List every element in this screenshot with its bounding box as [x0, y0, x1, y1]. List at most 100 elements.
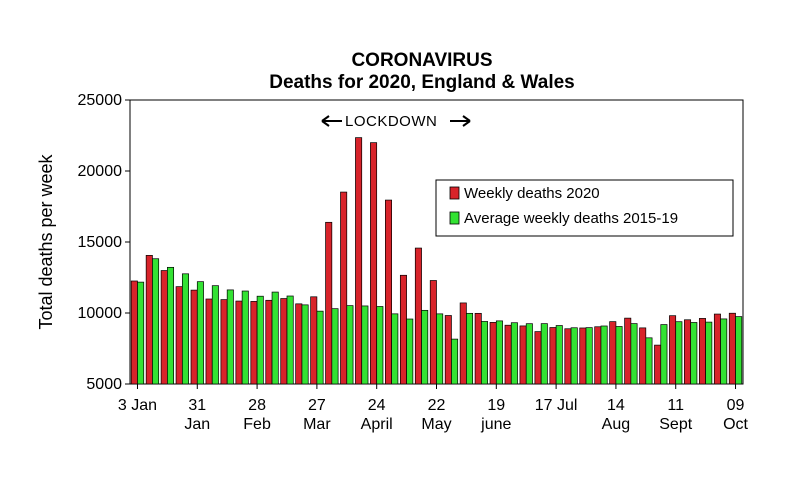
bar-series-0-week-29 [564, 328, 572, 385]
x-tick-day-1: 31 [188, 397, 206, 414]
x-tick-day-10: 09 [727, 397, 745, 414]
bar-series-0-week-21 [444, 315, 452, 385]
bar-series-1-week-26 [525, 323, 533, 385]
y-tick-label-0: 25000 [78, 92, 123, 109]
bar-series-1-week-34 [645, 337, 653, 385]
bar-series-1-week-28 [555, 325, 563, 385]
bar-series-1-week-30 [585, 327, 593, 385]
bar-series-0-week-38 [698, 318, 706, 385]
bar-series-0-week-27 [534, 331, 542, 385]
legend-label-average-2015-19: Average weekly deaths 2015-19 [464, 210, 678, 227]
bar-series-1-week-18 [406, 318, 414, 385]
x-tick-month-8: Aug [602, 416, 630, 433]
x-tick-month-1: Jan [184, 416, 210, 433]
bar-series-0-week-24 [489, 322, 497, 385]
bar-series-0-week-19 [414, 247, 422, 385]
x-tick-month-5: May [421, 416, 451, 433]
chart-title: CORONAVIRUS [351, 50, 492, 71]
bar-series-1-week-38 [705, 321, 713, 385]
bar-series-1-week-4 [196, 281, 204, 385]
bar-series-0-week-25 [504, 324, 512, 385]
bar-series-1-week-10 [286, 295, 294, 385]
bar-series-1-week-9 [271, 291, 279, 385]
x-tick-day-7: 17 Jul [535, 397, 578, 414]
x-tick-day-5: 22 [428, 397, 446, 414]
bar-series-0-week-30 [579, 327, 587, 385]
bar-series-1-week-21 [451, 338, 459, 385]
lockdown-annotation: LOCKDOWN [321, 113, 471, 130]
bar-series-0-week-33 [624, 317, 632, 385]
bar-series-1-week-19 [421, 309, 429, 385]
bar-series-1-week-39 [720, 318, 728, 385]
x-tick-day-3: 27 [308, 397, 326, 414]
bar-series-0-week-9 [265, 299, 273, 385]
bar-series-1-week-7 [241, 290, 249, 385]
legend-swatch-average-2015-19 [449, 211, 460, 225]
x-tick-day-8: 14 [607, 397, 625, 414]
bar-series-0-week-6 [220, 299, 228, 385]
bar-series-0-week-15 [355, 137, 363, 385]
bar-series-1-week-17 [391, 313, 399, 385]
x-axis: 3 Jan 31 Jan 28 Feb 27 Mar 24 April 22 May 19 june 17… [118, 384, 749, 433]
legend-swatch-weekly-2020 [449, 186, 460, 200]
bar-series-1-week-33 [630, 323, 638, 385]
legend: Weekly deaths 2020 Average weekly deaths… [435, 179, 734, 237]
lockdown-arrow-right-head [462, 115, 471, 127]
bar-series-0-week-28 [549, 327, 557, 385]
y-tick-label-4: 5000 [86, 376, 122, 393]
bar-series-0-week-2 [160, 270, 168, 385]
bar-series-0-week-14 [340, 191, 348, 385]
bar-series-1-week-35 [660, 324, 668, 385]
x-tick-month-6: june [480, 416, 511, 433]
bars-group [130, 137, 743, 385]
bar-series-1-week-37 [690, 322, 698, 385]
bar-series-1-week-11 [301, 304, 309, 385]
bar-series-0-week-20 [429, 280, 437, 385]
bar-series-1-week-29 [570, 327, 578, 385]
bar-series-1-week-31 [600, 325, 608, 385]
bar-series-1-week-8 [256, 295, 264, 385]
bar-series-1-week-3 [181, 273, 189, 385]
y-tick-label-1: 20000 [78, 163, 123, 180]
bar-series-0-week-31 [594, 326, 602, 385]
bar-series-1-week-40 [735, 316, 743, 385]
bar-series-0-week-18 [399, 274, 407, 385]
bar-series-0-week-35 [654, 344, 662, 385]
x-tick-month-10: Oct [723, 416, 748, 433]
bar-series-0-week-11 [295, 303, 303, 385]
lockdown-label: LOCKDOWN [345, 113, 437, 130]
legend-label-weekly-2020: Weekly deaths 2020 [464, 185, 600, 202]
x-tick-day-6: 19 [487, 397, 505, 414]
bar-series-1-week-25 [510, 322, 518, 385]
bar-series-0-week-8 [250, 301, 258, 385]
bar-series-0-week-40 [728, 312, 736, 385]
bar-series-0-week-1 [145, 255, 153, 385]
bar-series-1-week-20 [436, 313, 444, 385]
chart-subtitle: Deaths for 2020, England & Wales [269, 72, 575, 93]
bar-series-1-week-2 [167, 266, 175, 385]
bar-series-0-week-7 [235, 300, 243, 385]
bar-series-0-week-17 [385, 199, 392, 385]
bar-series-1-week-36 [675, 321, 683, 385]
bar-series-0-week-0 [130, 280, 138, 385]
x-tick-month-4: April [361, 416, 393, 433]
bar-series-0-week-5 [205, 298, 213, 385]
bar-series-0-week-36 [669, 315, 677, 385]
bar-series-1-week-1 [152, 258, 160, 385]
bar-series-1-week-27 [540, 323, 548, 385]
bar-series-1-week-13 [331, 308, 339, 385]
bar-series-0-week-16 [370, 142, 378, 385]
y-tick-label-3: 10000 [78, 305, 123, 322]
bar-series-1-week-0 [137, 281, 145, 385]
lockdown-arrow-left-head [321, 115, 330, 127]
bar-series-1-week-22 [466, 312, 474, 385]
bar-series-0-week-37 [684, 319, 692, 385]
y-axis-label: Total deaths per week [36, 153, 56, 329]
bar-series-0-week-12 [310, 296, 318, 385]
legend-box [435, 179, 734, 237]
x-tick-day-9: 11 [667, 397, 684, 414]
y-axis: 25000 20000 15000 10000 5000 [78, 92, 130, 393]
bar-series-0-week-32 [609, 321, 617, 385]
bar-series-0-week-10 [280, 298, 288, 385]
